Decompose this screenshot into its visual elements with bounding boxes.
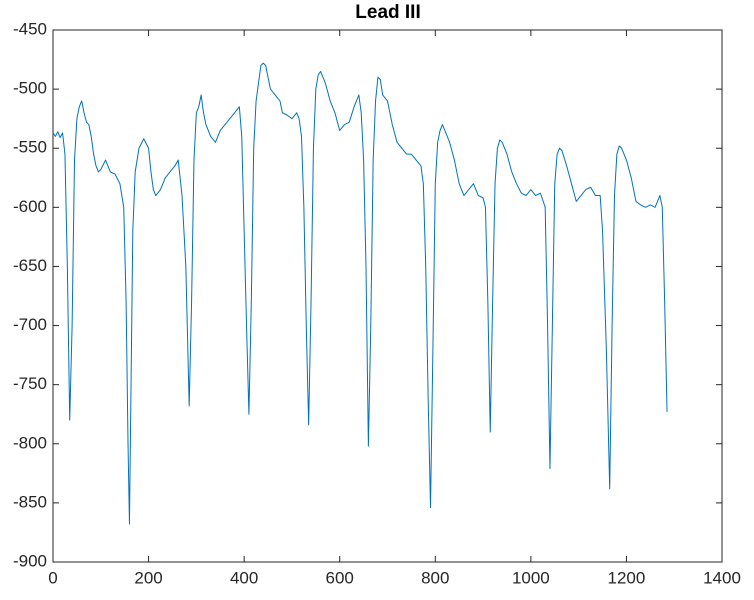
y-tick-label: -850 — [13, 492, 47, 511]
y-tick-label: -900 — [13, 551, 47, 570]
y-tick-label: -550 — [13, 138, 47, 157]
x-tick-label: 1200 — [608, 568, 646, 587]
y-tick-label: -600 — [13, 197, 47, 216]
y-tick-label: -800 — [13, 433, 47, 452]
y-tick-label: -500 — [13, 79, 47, 98]
line-series — [52, 62, 668, 525]
chart-title: Lead III — [355, 2, 420, 23]
y-tick-label: -700 — [13, 315, 47, 334]
y-tick-label: -450 — [13, 19, 47, 38]
x-tick-label: 1400 — [703, 568, 741, 587]
y-tick-label: -650 — [13, 256, 47, 275]
x-tick-label: 800 — [421, 568, 449, 587]
plot-area — [52, 29, 723, 563]
x-tick-label: 200 — [134, 568, 162, 587]
x-tick-label: 1000 — [512, 568, 550, 587]
x-tick-label: 0 — [48, 568, 57, 587]
x-tick-label: 400 — [230, 568, 258, 587]
y-tick-label: -750 — [13, 374, 47, 393]
x-tick-label: 600 — [326, 568, 354, 587]
